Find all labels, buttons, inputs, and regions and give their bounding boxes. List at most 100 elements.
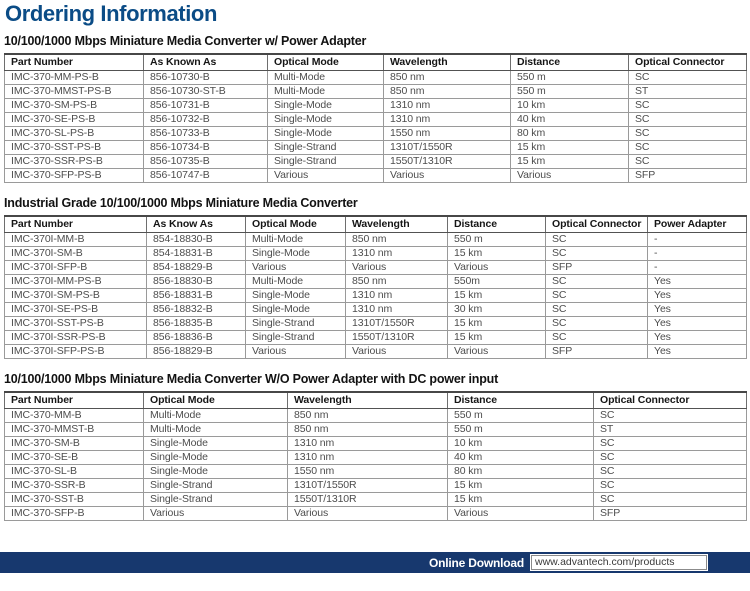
download-url-box[interactable]: www.advantech.com/products [530,554,708,571]
table-cell: SC [628,126,747,141]
table-cell: IMC-370I-SE-PS-B [4,302,147,317]
table-cell: 1310 nm [345,288,448,303]
table-cell: SC [593,436,747,451]
table-cell: 854-18830-B [146,232,246,247]
table-cell: IMC-370-SSR-PS-B [4,154,144,169]
table-cell: SC [545,246,648,261]
table-cell: SFP [545,260,648,275]
table-cell: IMC-370I-SST-PS-B [4,316,147,331]
table-cell: IMC-370I-SFP-PS-B [4,344,147,359]
table-cell: SFP [545,344,648,359]
table-row: IMC-370-MM-B Multi-Mode 850 nm 550 m SC [4,408,747,423]
table-cell: 850 nm [383,70,511,85]
table-cell: 1550T/1310R [383,154,511,169]
table-cell: 856-10735-B [143,154,268,169]
table-cell: Yes [647,330,747,345]
table-row: IMC-370-SM-B Single-Mode 1310 nm 10 km SC [4,436,747,451]
table-cell: Yes [647,274,747,289]
table-row: IMC-370I-MM-B 854-18830-B Multi-Mode 850 nm… [4,232,747,247]
table-cell: Multi-Mode [245,274,346,289]
table-cell: Various [287,506,448,521]
table-cell: 550 m [510,70,629,85]
table-cell: 1310T/1550R [383,140,511,155]
table-cell: Single-Strand [245,316,346,331]
table-row: IMC-370I-SSR-PS-B 856-18836-B Single-Stran… [4,330,747,345]
column-header: Optical Connector [545,215,648,233]
table-cell: 856-18832-B [146,302,246,317]
table-cell: Single-Mode [245,288,346,303]
table-cell: 550 m [447,422,594,437]
table-cell: Single-Strand [267,140,384,155]
table-cell: Multi-Mode [143,408,288,423]
table-cell: IMC-370I-SSR-PS-B [4,330,147,345]
table-cell: 856-10731-B [143,98,268,113]
table-cell: SC [593,478,747,493]
power-adapter-table: Part Number As Known As Optical Mode Wavele… [4,53,747,183]
page-title: Ordering Information [5,1,218,26]
table-cell: Single-Mode [245,246,346,261]
table-cell: SC [545,288,648,303]
table-cell: 15 km [447,330,546,345]
table-cell: Multi-Mode [267,70,384,85]
table-cell: Yes [647,344,747,359]
table-cell: Single-Strand [245,330,346,345]
table-cell: 854-18829-B [146,260,246,275]
table-cell: Single-Strand [267,154,384,169]
column-header: Wavelength [345,215,448,233]
table-cell: 850 nm [345,274,448,289]
table-cell: 40 km [510,112,629,127]
table-cell: Yes [647,316,747,331]
table-cell: IMC-370-MMST-PS-B [4,84,144,99]
table-cell: Various [345,344,448,359]
table-cell: SC [545,302,648,317]
section-dc-power-input: 10/100/1000 Mbps Miniature Media Convert… [4,372,747,521]
column-header: Optical Mode [245,215,346,233]
column-header: Optical Connector [593,391,747,409]
table-cell: 856-10747-B [143,168,268,183]
column-header: Power Adapter [647,215,747,233]
table-cell: SC [545,232,648,247]
table-row: IMC-370I-SE-PS-B 856-18832-B Single-Mode 13… [4,302,747,317]
table-cell: 850 nm [345,232,448,247]
header-row: Part Number As Known As Optical Mode Wavele… [4,53,747,71]
table-cell: 856-18831-B [146,288,246,303]
table-cell: Various [447,506,594,521]
industrial-grade-table: Part Number As Know As Optical Mode Wavelen… [4,215,747,359]
header-row: Part Number As Know As Optical Mode Wavelen… [4,215,747,233]
table-cell: IMC-370I-SM-B [4,246,147,261]
table-cell: ST [593,422,747,437]
table-cell: 30 km [447,302,546,317]
table-cell: Various [245,344,346,359]
table-cell: 1310 nm [287,450,448,465]
download-url[interactable]: www.advantech.com/products [531,555,707,570]
table-cell: IMC-370-SFP-B [4,506,144,521]
table-cell: 850 nm [383,84,511,99]
table-cell: 1310 nm [383,98,511,113]
table-row: IMC-370I-SM-PS-B 856-18831-B Single-Mode 13… [4,288,747,303]
table-row: IMC-370I-MM-PS-B 856-18830-B Multi-Mode 850… [4,274,747,289]
section-heading: 10/100/1000 Mbps Miniature Media Convert… [4,34,367,48]
table-cell: - [647,260,747,275]
table-cell: 1310 nm [383,112,511,127]
table-cell: 550 m [447,232,546,247]
table-cell: 1550 nm [287,464,448,479]
table-cell: SC [545,330,648,345]
table-cell: 856-10734-B [143,140,268,155]
table-cell: 856-10733-B [143,126,268,141]
table-cell: 550 m [510,84,629,99]
dc-power-input-table: Part Number Optical Mode Wavelength Distanc… [4,391,747,521]
table-row: IMC-370I-SM-B 854-18831-B Single-Mode 1310 … [4,246,747,261]
header-row: Part Number Optical Mode Wavelength Distanc… [4,391,747,409]
table-cell: 856-18830-B [146,274,246,289]
table-cell: 550 m [447,408,594,423]
table-cell: SFP [628,168,747,183]
table-cell: IMC-370I-MM-B [4,232,147,247]
table-cell: 10 km [447,436,594,451]
table-cell: SC [628,154,747,169]
table-row: IMC-370I-SFP-PS-B 856-18829-B Various Vario… [4,344,747,359]
column-header: Part Number [4,391,144,409]
table-row: IMC-370-SSR-B Single-Strand 1310T/1550R 15 … [4,478,747,493]
table-cell: SC [545,274,648,289]
table-cell: 850 nm [287,422,448,437]
table-row: IMC-370-SL-PS-B 856-10733-B Single-Mode 155… [4,126,747,141]
